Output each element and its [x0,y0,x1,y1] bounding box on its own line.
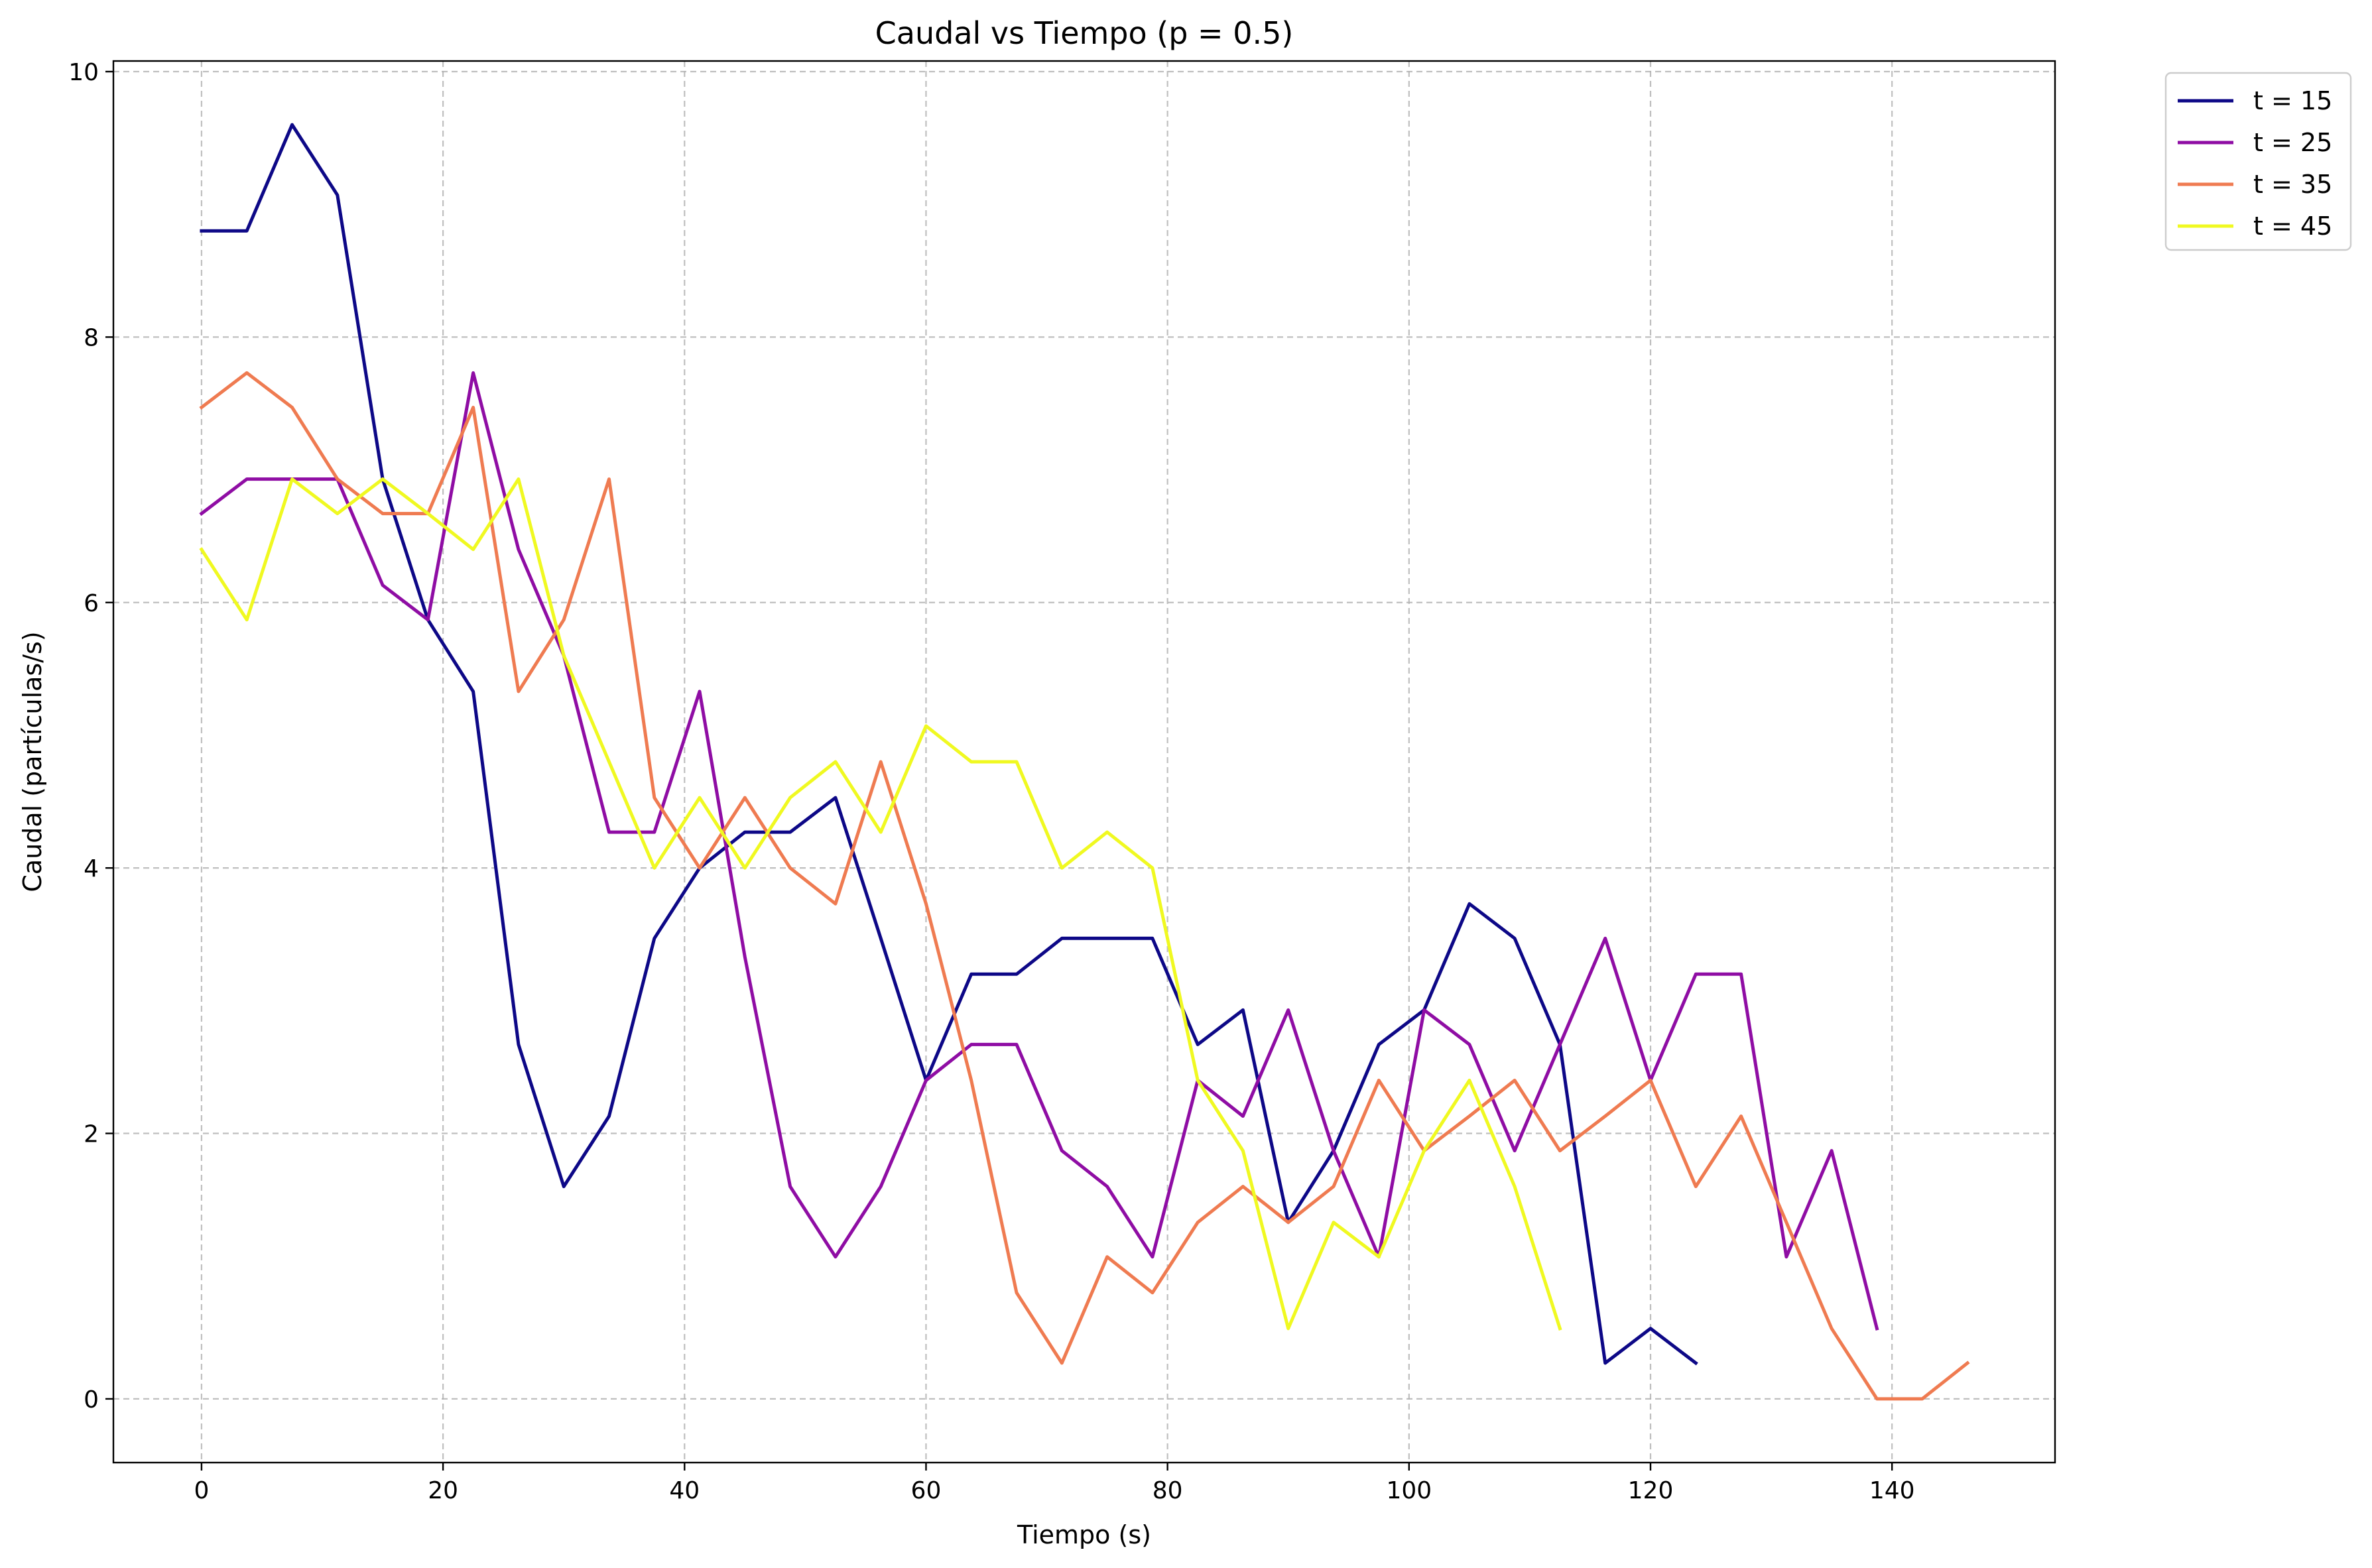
series-line [199,477,1562,1331]
x-tick-label: 0 [194,1477,209,1504]
x-tick-label: 20 [428,1477,458,1504]
x-axis-ticks: 0 20 40 60 80 100 120 140 [194,1463,1915,1504]
x-tick-label: 120 [1628,1477,1674,1504]
y-tick-label: 4 [84,855,99,882]
series-line [199,371,1970,1401]
x-tick-label: 140 [1869,1477,1915,1504]
grid-lines [113,61,2055,1463]
x-tick-label: 40 [669,1477,700,1504]
x-tick-label: 100 [1386,1477,1432,1504]
y-tick-label: 8 [84,324,99,351]
series-line [200,123,1698,1366]
y-tick-label: 0 [84,1386,99,1414]
plot-area-frame [112,60,2056,1464]
series-lines [199,123,1970,1401]
legend: t = 15 t = 25 t = 35 t = 45 [2164,72,2352,251]
y-axis-ticks: 0 2 4 6 8 10 [68,59,113,1414]
legend-label: t = 25 [2253,128,2332,157]
x-axis-label: Tiempo (s) [1017,1520,1151,1549]
x-tick-label: 80 [1153,1477,1183,1504]
y-tick-label: 10 [68,59,99,86]
legend-label: t = 15 [2253,86,2332,115]
y-axis-label: Caudal (partículas/s) [18,631,47,892]
legend-label: t = 45 [2253,211,2332,241]
y-tick-label: 6 [84,590,99,617]
legend-box [2164,72,2352,251]
series-line [199,371,1879,1331]
y-tick-label: 2 [84,1121,99,1148]
chart-title: Caudal vs Tiempo (p = 0.5) [875,15,1294,51]
legend-label: t = 35 [2253,170,2332,199]
x-tick-label: 60 [911,1477,942,1504]
